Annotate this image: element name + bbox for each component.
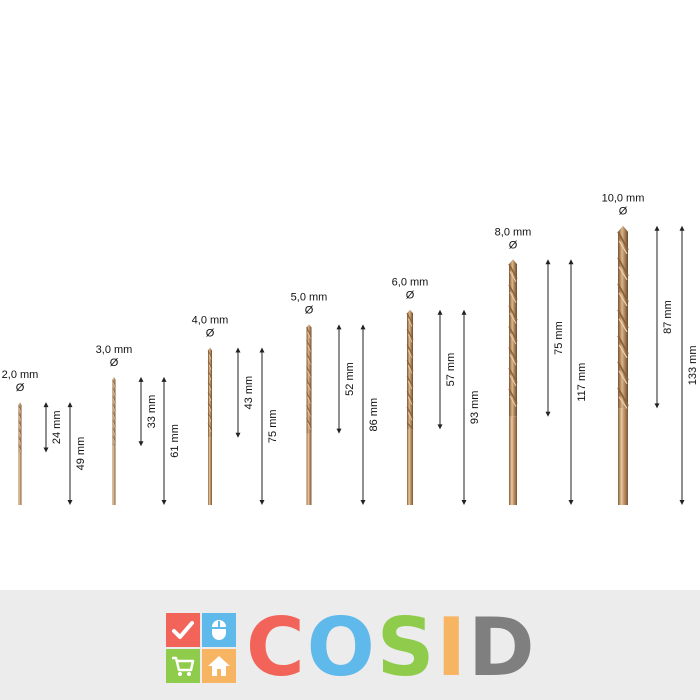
shopping-cart-icon [166,649,200,683]
diameter-symbol: Ø [406,290,415,302]
drill-flute [112,376,116,447]
total-length-label: 93 mm [469,391,481,425]
total-length-arrow [161,376,167,505]
diameter-label: 2,0 mm [2,369,39,381]
diameter-symbol: Ø [619,206,628,218]
drill-spiral [112,379,116,442]
logo-letter-c: C [246,601,305,694]
diameter-label: 3,0 mm [96,344,133,356]
diameter-symbol: Ø [110,357,119,369]
drill-shank [112,446,116,505]
drill-bit-7: 10,0 mmØ 87 mm 133 mm [602,193,699,505]
flute-length-label: 43 mm [243,376,255,410]
total-length-arrow [259,347,265,505]
flute-length-arrow [138,376,144,447]
drill-spiral-highlight [618,240,628,409]
drill-spiral [508,263,518,404]
total-length-arrow [679,225,685,505]
diameter-label: 8,0 mm [495,226,532,238]
drill-bit-2: 3,0 mmØ 33 mm 61 mm [96,344,181,505]
flute-length-arrow [235,347,241,438]
diameter-label: 5,0 mm [291,291,328,303]
total-length-arrow [568,259,574,505]
drill-shank [407,429,413,505]
total-length-arrow [360,324,366,505]
logo-letter-d: D [468,601,534,694]
drill-spiral-highlight [208,354,212,433]
drill-spiral [406,313,414,430]
flute-length-arrow [437,309,443,430]
total-length-label: 86 mm [368,398,380,432]
flute-length-arrow [654,225,660,409]
flute-length-arrow [43,402,49,453]
drill-spiral-highlight [19,407,21,452]
drill-bit-4: 5,0 mmØ 52 mm 86 mm [291,291,380,505]
diameter-symbol: Ø [16,382,25,394]
drill-spiral-highlight [407,318,413,421]
logo-wordmark: C O S I D [246,601,537,694]
house-icon [202,649,236,683]
drill-shank [18,452,22,505]
flute-length-arrow [545,259,551,417]
diameter-label: 6,0 mm [392,277,429,289]
drill-shank [306,433,312,505]
drill-spiral-highlight [113,382,115,443]
total-length-arrow [67,402,73,505]
drill-spiral [306,327,312,428]
drill-flute [306,324,312,434]
total-length-label: 61 mm [169,424,181,458]
flute-length-label: 52 mm [344,362,356,396]
diameter-label: 4,0 mm [192,315,229,327]
logo-tile-grid [166,613,236,683]
drill-bit-5: 6,0 mmØ 57 mm 93 mm [392,277,481,505]
drill-bit-3: 4,0 mmØ 43 mm 75 mm [192,315,279,505]
cosid-logo: C O S I D [166,601,537,694]
flute-length-arrow [336,324,342,434]
total-length-label: 49 mm [75,437,87,471]
drill-spiral [18,404,22,451]
logo-letter-i: I [436,601,466,694]
total-length-label: 133 mm [687,345,699,385]
total-length-arrow [461,309,467,505]
diameter-label: 10,0 mm [602,193,645,205]
drill-bit-1: 2,0 mmØ 24 mm 49 mm [2,369,87,505]
logo-letter-o: O [306,601,375,694]
flute-length-label: 33 mm [146,395,158,429]
total-length-label: 75 mm [267,409,279,443]
flute-length-label: 57 mm [445,353,457,387]
drill-spiral [207,350,213,431]
checkmark-icon [166,613,200,647]
footer-banner [0,590,700,700]
flute-length-label: 75 mm [553,321,565,355]
drill-shank [509,416,517,505]
drill-bit-6: 8,0 mmØ 75 mm 117 mm [495,226,588,505]
drill-spiral [617,231,629,407]
mouse-icon [202,613,236,647]
drill-shank [208,437,212,505]
flute-length-label: 87 mm [662,300,674,334]
diameter-symbol: Ø [305,304,314,316]
diameter-symbol: Ø [509,239,518,251]
total-length-label: 117 mm [576,363,588,402]
diameter-symbol: Ø [206,328,215,340]
drill-shank [618,408,628,505]
drill-spiral-highlight [307,331,311,430]
drill-spiral-highlight [509,271,517,407]
logo-letter-s: S [376,601,435,694]
flute-length-label: 24 mm [51,410,63,444]
